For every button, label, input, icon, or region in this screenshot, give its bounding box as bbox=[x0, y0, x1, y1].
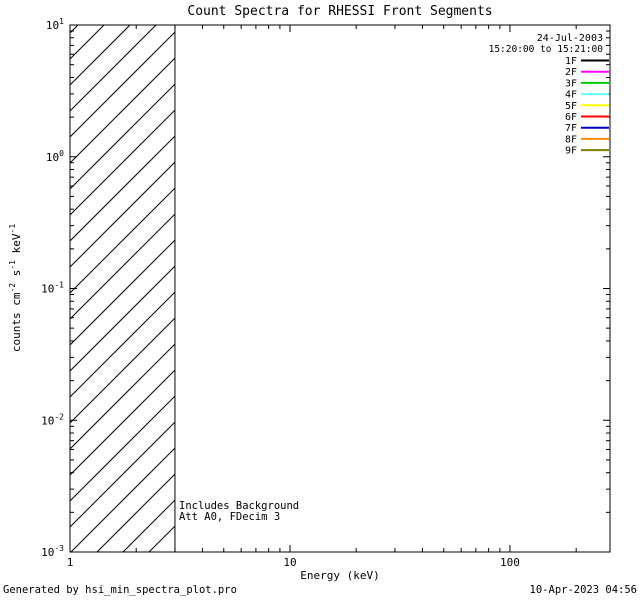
date-label: 24-Jul-2003 bbox=[537, 33, 603, 44]
plot-frame bbox=[69, 24, 611, 553]
hatch-line bbox=[70, 161, 175, 268]
annotation-0: Includes Background bbox=[179, 500, 299, 512]
x-tick-label: 1 bbox=[67, 556, 74, 569]
legend-label-9F: 9F bbox=[565, 146, 577, 157]
hatch-line bbox=[70, 83, 175, 190]
hatch-line bbox=[70, 25, 131, 86]
generated-by-label: Generated by hsi_min_spectra_plot.pro bbox=[3, 584, 237, 596]
y-tick-label: 10-3 bbox=[41, 544, 64, 559]
hatch-line bbox=[70, 25, 157, 112]
hatch-line bbox=[70, 343, 175, 450]
hatch-line bbox=[70, 317, 175, 424]
hatch-line bbox=[70, 213, 175, 320]
annotation-1: Att A0, FDecim 3 bbox=[179, 511, 280, 523]
hatch-line bbox=[70, 135, 175, 242]
hatch-line bbox=[70, 291, 175, 398]
hatch-line bbox=[70, 31, 175, 138]
time-range-label: 15:20:00 to 15:21:00 bbox=[489, 44, 604, 55]
hatch-line bbox=[70, 265, 175, 372]
y-tick-label: 10-1 bbox=[41, 281, 64, 296]
render-timestamp: 10-Apr-2023 04:56 bbox=[529, 584, 637, 596]
hatch-line bbox=[148, 525, 175, 552]
legend-label-2F: 2F bbox=[565, 67, 577, 78]
legend-label-4F: 4F bbox=[565, 90, 577, 101]
x-tick-label: 10 bbox=[283, 556, 296, 569]
legend-label-1F: 1F bbox=[565, 56, 577, 67]
y-tick-label: 10-2 bbox=[41, 412, 64, 427]
hatch-line bbox=[70, 421, 175, 528]
hatch-line bbox=[70, 25, 105, 60]
hatch-line bbox=[96, 473, 175, 552]
hatch-line bbox=[70, 447, 175, 552]
hatch-line bbox=[70, 395, 175, 502]
legend-label-3F: 3F bbox=[565, 78, 577, 89]
hatched-region bbox=[70, 25, 175, 552]
hatch-line bbox=[70, 57, 175, 164]
hatch-line bbox=[70, 109, 175, 216]
legend-label-6F: 6F bbox=[565, 112, 577, 123]
legend-label-5F: 5F bbox=[565, 101, 577, 112]
hatch-line bbox=[70, 369, 175, 476]
x-axis-label: Energy (keV) bbox=[300, 569, 379, 582]
y-axis-label: counts cm-2 s-1 keV-1 bbox=[8, 224, 23, 352]
legend-label-7F: 7F bbox=[565, 123, 577, 134]
y-tick-label: 100 bbox=[46, 149, 64, 164]
hatch-line bbox=[122, 499, 175, 552]
chart-title: Count Spectra for RHESSI Front Segments bbox=[187, 4, 492, 19]
hatch-line bbox=[70, 239, 175, 346]
hatch-line bbox=[70, 25, 79, 34]
hatch-line bbox=[70, 187, 175, 294]
spectra-chart: 1 10 100 101 100 10-1 10-2 10-3 Count Spectra fo… bbox=[8, 4, 611, 582]
x-tick-label: 100 bbox=[500, 556, 520, 569]
legend-label-8F: 8F bbox=[565, 134, 577, 145]
y-tick-label: 101 bbox=[46, 17, 64, 32]
